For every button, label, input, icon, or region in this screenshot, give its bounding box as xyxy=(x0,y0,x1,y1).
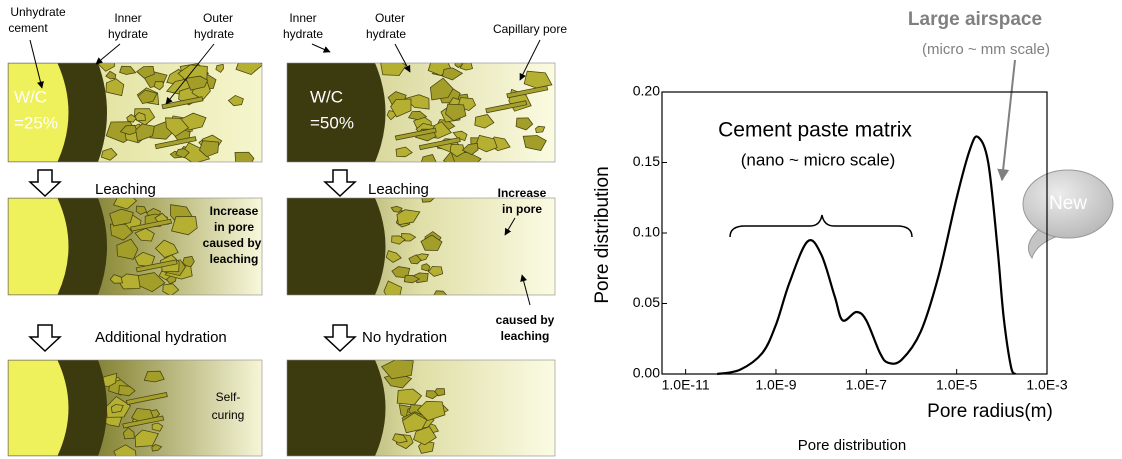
caption: Pore distribution xyxy=(798,437,906,454)
y-tick-label: 0.05 xyxy=(633,294,660,310)
panels xyxy=(8,57,555,459)
label: hydrate xyxy=(108,27,148,41)
annotation: Cement paste matrix xyxy=(718,119,912,142)
y-tick-label: 0.10 xyxy=(633,224,660,240)
label: W/C xyxy=(14,87,47,106)
x-tick-label: 1.0E-9 xyxy=(755,377,796,393)
unhydrated-cement xyxy=(8,360,69,456)
inner-hydrate xyxy=(287,198,386,295)
label: Unhydrate xyxy=(10,5,66,19)
step-arrow xyxy=(325,170,355,196)
x-tick-label: 1.0E-11 xyxy=(662,377,710,393)
data-line xyxy=(717,136,1015,374)
label: Outer xyxy=(375,11,405,25)
label: hydrate xyxy=(194,27,234,41)
y-tick-label: 0.15 xyxy=(633,153,660,169)
aggregate xyxy=(235,152,254,167)
panel xyxy=(8,57,263,167)
step-arrow xyxy=(30,325,60,351)
label: cement xyxy=(8,21,48,35)
aggregate xyxy=(421,155,436,171)
callout-text: New xyxy=(1049,193,1087,214)
x-tick-label: 1.0E-7 xyxy=(846,377,887,393)
step-label: No hydration xyxy=(362,329,447,346)
panel xyxy=(287,360,555,456)
note: caused by xyxy=(496,313,555,327)
x-axis-label: Pore radius(m) xyxy=(927,401,1053,422)
note: in pore xyxy=(502,202,542,216)
inner-hydrate xyxy=(287,360,386,456)
y-axis-label: Pore distribution xyxy=(592,166,613,303)
step-label: Leaching xyxy=(368,181,429,198)
y-tick-label: 0.20 xyxy=(633,83,660,99)
step-label: Leaching xyxy=(95,181,156,198)
note: leaching xyxy=(210,252,259,266)
brace xyxy=(730,215,912,237)
label: =50% xyxy=(310,113,354,132)
pointer xyxy=(312,44,330,52)
note: leaching xyxy=(501,329,550,343)
label: Inner xyxy=(114,11,141,25)
annotation: (nano ~ micro scale) xyxy=(741,150,895,169)
aggregate xyxy=(144,371,164,382)
label: hydrate xyxy=(283,27,323,41)
annotation: Large airspace xyxy=(908,9,1042,30)
label: Inner xyxy=(289,11,316,25)
x-tick-label: 1.0E-5 xyxy=(936,377,977,393)
figure: Unhydrate cement Inner hydrate Outer hyd… xyxy=(0,0,1122,459)
note: in pore xyxy=(214,220,254,234)
step-arrow xyxy=(30,170,60,196)
unhydrated-cement xyxy=(8,198,69,295)
note: curing xyxy=(212,408,245,422)
label: hydrate xyxy=(366,27,406,41)
note: Increase xyxy=(498,186,547,200)
note: Increase xyxy=(210,204,259,218)
label: W/C xyxy=(310,87,343,106)
note: caused by xyxy=(203,236,262,250)
step-label: Additional hydration xyxy=(95,329,227,346)
label: Capillary pore xyxy=(493,22,567,36)
annotation-arrow xyxy=(1002,60,1015,180)
label: Outer xyxy=(203,11,233,25)
label: =25% xyxy=(14,113,58,132)
annotation: (micro ~ mm scale) xyxy=(922,41,1050,58)
step-arrow xyxy=(325,325,355,351)
x-tick-label: 1.0E-3 xyxy=(1026,377,1067,393)
pointer xyxy=(96,44,120,64)
note: Self- xyxy=(216,390,241,404)
y-tick-label: 0.00 xyxy=(633,365,660,381)
